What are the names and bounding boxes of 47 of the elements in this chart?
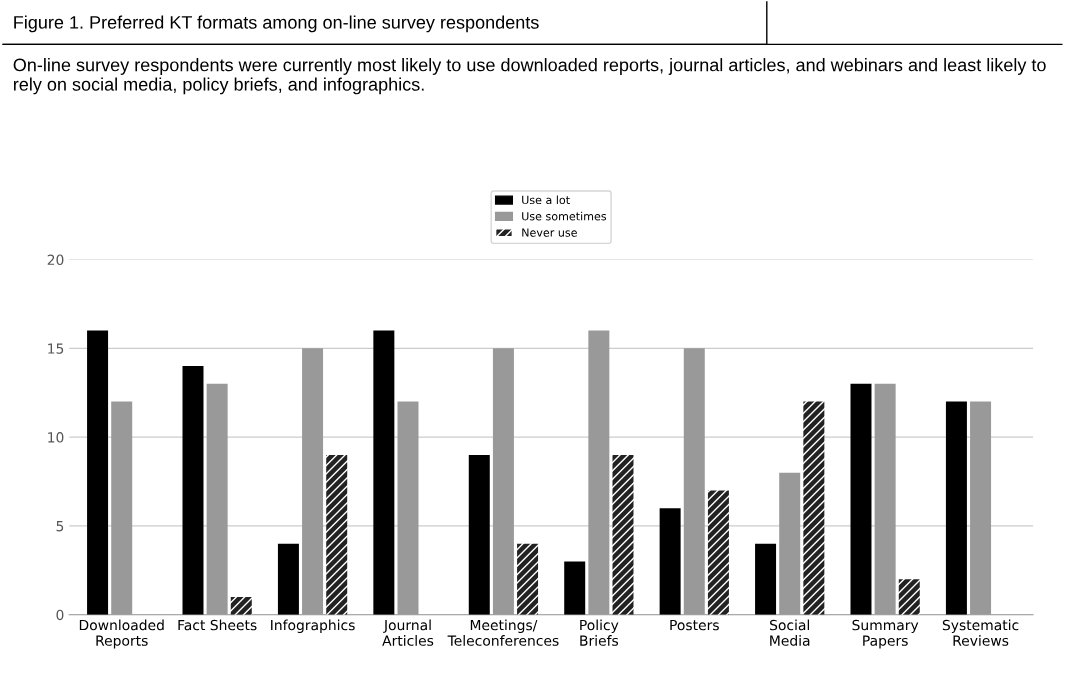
- bar: [326, 454, 348, 615]
- x-tick-label: Policy Briefs: [580, 619, 619, 646]
- bar: [588, 330, 610, 615]
- y-tick-label: 20: [47, 254, 64, 266]
- legend-label: Never use: [522, 228, 577, 237]
- y-tick-label: 0: [56, 609, 64, 621]
- x-tick-label: Fact Sheets: [178, 619, 257, 631]
- bar: [397, 401, 419, 615]
- bar: [683, 348, 705, 615]
- bar: [779, 472, 801, 615]
- bar: [564, 561, 586, 615]
- bar: [277, 543, 299, 615]
- bar: [111, 401, 133, 615]
- bar: [945, 401, 967, 615]
- chart-subtitle: On-line survey respondents were currently most likely to use downloaded reports, journal articles, and webinars and least likely to rely on social media, policy briefs, and infographics.: [13, 58, 1046, 95]
- bar: [373, 330, 395, 615]
- x-tick-label: Infographics: [271, 619, 355, 633]
- bar: [182, 366, 204, 615]
- x-tick-label: Systematic Reviews: [942, 619, 1019, 646]
- bar: [517, 543, 539, 615]
- bar: [707, 490, 729, 615]
- bar: [612, 454, 634, 615]
- bar: [230, 596, 252, 615]
- chart-title: Figure 1. Preferred KT formats among on-line survey respondents: [14, 15, 539, 33]
- bar: [898, 579, 920, 615]
- bar: [206, 383, 228, 615]
- x-tick-label: Posters: [670, 619, 719, 631]
- y-tick-label: 10: [48, 432, 64, 443]
- x-tick-label: Summary Papers: [852, 619, 919, 649]
- x-tick-label: Downloaded Reports: [79, 619, 164, 649]
- bar: [492, 348, 514, 615]
- bar: [850, 383, 872, 615]
- bar: [468, 454, 490, 615]
- bar: [970, 401, 992, 615]
- bar: [302, 348, 324, 615]
- bar: [755, 543, 777, 615]
- y-tick-label: 5: [56, 521, 64, 532]
- bar: [803, 401, 825, 615]
- x-tick-label: Meetings/ Teleconferences: [447, 619, 559, 646]
- y-tick-label: 15: [48, 343, 64, 354]
- bar: [874, 383, 896, 615]
- bar: [87, 330, 109, 615]
- bar: [659, 508, 681, 615]
- x-tick-label: Journal Articles: [382, 619, 434, 646]
- legend-label: Use sometimes: [522, 211, 607, 221]
- legend-label: Use a lot: [522, 195, 570, 205]
- x-tick-label: Social Media: [770, 619, 810, 646]
